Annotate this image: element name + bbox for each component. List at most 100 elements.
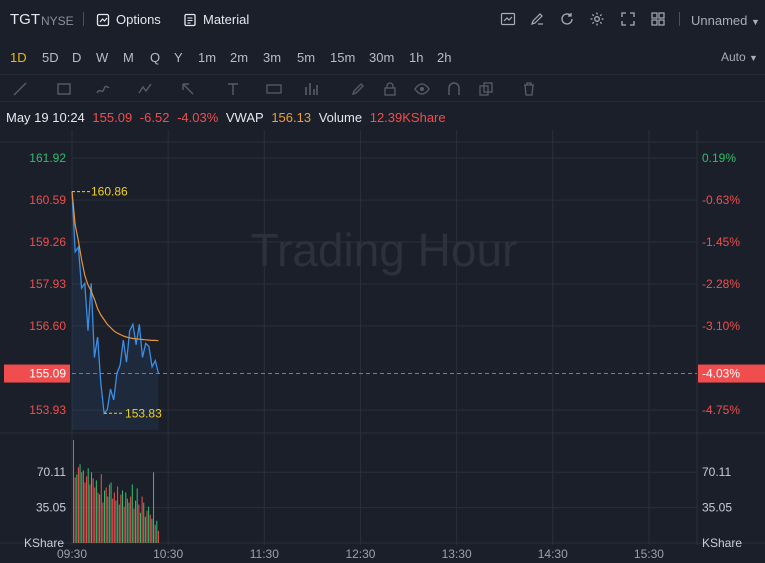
volume-bar xyxy=(100,474,102,543)
arrow-icon[interactable] xyxy=(180,81,196,97)
timeframe-2m[interactable]: 2m xyxy=(230,50,249,65)
volume-bar xyxy=(115,500,117,543)
volume-bar xyxy=(104,490,106,543)
price-tick-label: 160.59 xyxy=(29,193,66,207)
percent-tick-label: -3.10% xyxy=(702,319,740,333)
chart-type-icon[interactable] xyxy=(500,11,516,32)
time-tick-label: 10:30 xyxy=(153,547,183,561)
indicator-icon[interactable] xyxy=(303,81,319,97)
volume-bar xyxy=(143,502,145,543)
top-bar: TGT NYSE Options Material Unnamed ▼ xyxy=(0,0,765,40)
volume-bar xyxy=(105,487,107,543)
measure-icon[interactable] xyxy=(266,81,282,97)
volume-bar xyxy=(87,468,89,543)
timeframe-w[interactable]: W xyxy=(96,50,109,65)
eye-icon[interactable] xyxy=(414,81,430,97)
timeframe-bar: 1D 5D D W M Q Y 1m 2m 3m 5m 15m 30m 1h 2h xyxy=(0,44,765,70)
timeframe-30m[interactable]: 30m xyxy=(369,50,395,65)
volume-bar xyxy=(120,494,122,543)
timeframe-y[interactable]: Y xyxy=(174,50,183,65)
volume-label: Volume xyxy=(318,110,363,125)
options-button[interactable]: Options xyxy=(96,12,161,27)
fullscreen-icon[interactable] xyxy=(620,11,636,32)
refresh-icon[interactable] xyxy=(559,11,575,32)
percent-tick-label: -1.45% xyxy=(702,235,740,249)
timeframe-3m[interactable]: 3m xyxy=(263,50,282,65)
timeframe-1h[interactable]: 1h xyxy=(409,50,424,65)
layout-name-dropdown[interactable]: Unnamed ▼ xyxy=(691,13,760,28)
time-tick-label: 09:30 xyxy=(57,547,87,561)
volume-bar xyxy=(128,502,130,543)
timeframe-2h[interactable]: 2h xyxy=(437,50,452,65)
vwap-series-line xyxy=(71,191,159,342)
timeframe-d[interactable]: D xyxy=(72,50,82,65)
volume-bar xyxy=(125,492,127,543)
volume-bar xyxy=(141,496,143,543)
last-change-label: -4.03% xyxy=(702,367,740,381)
options-label: Options xyxy=(116,12,161,27)
volume-bar xyxy=(123,506,125,543)
last-price-badge xyxy=(4,364,70,383)
text-tool-icon[interactable] xyxy=(225,81,241,97)
copy-icon[interactable] xyxy=(478,81,494,97)
ticker-symbol[interactable]: TGT xyxy=(10,11,40,28)
trendline-icon[interactable] xyxy=(12,81,28,97)
volume-bar xyxy=(113,492,115,543)
volume-bar xyxy=(73,440,75,543)
volume-bar xyxy=(95,480,97,543)
layout-grid-icon[interactable] xyxy=(650,11,666,32)
volume-bar xyxy=(90,472,92,543)
volume-bar xyxy=(157,530,159,543)
timeframe-q[interactable]: Q xyxy=(150,50,161,65)
brush-icon[interactable] xyxy=(95,81,111,97)
percent-tick-label: 0.19% xyxy=(702,151,736,165)
rectangle-icon[interactable] xyxy=(56,81,72,97)
trash-icon[interactable] xyxy=(521,81,537,97)
low-marker-label: 153.83 xyxy=(125,406,162,420)
timeframe-1d[interactable]: 1D xyxy=(10,50,27,65)
info-change-pct: -4.03% xyxy=(177,110,219,125)
scale-mode-dropdown[interactable]: Auto ▼ xyxy=(721,50,758,64)
volume-bar xyxy=(151,518,153,543)
material-button[interactable]: Material xyxy=(183,12,249,27)
drawing-toolbar xyxy=(0,74,765,102)
volume-unit-label: KShare xyxy=(24,536,64,550)
info-datetime: May 19 10:24 xyxy=(6,110,85,125)
volume-bar xyxy=(99,494,101,543)
volume-bar xyxy=(92,478,94,543)
gear-icon[interactable] xyxy=(589,11,605,32)
volume-bar xyxy=(131,484,133,543)
volume-bar xyxy=(146,510,148,543)
chevron-down-icon: ▼ xyxy=(751,17,760,27)
time-tick-label: 15:30 xyxy=(634,547,664,561)
volume-tick-label: 35.05 xyxy=(36,501,66,515)
price-area xyxy=(72,191,159,430)
timeframe-15m[interactable]: 15m xyxy=(330,50,356,65)
volume-tick-label: 70.11 xyxy=(702,465,731,479)
timeframe-5d[interactable]: 5D xyxy=(42,50,59,65)
volume-bar xyxy=(135,500,137,543)
price-series-line xyxy=(71,191,160,415)
volume-bar xyxy=(118,504,120,543)
price-tick-label: 161.92 xyxy=(29,151,66,165)
time-tick-label: 13:30 xyxy=(442,547,472,561)
pencil-icon[interactable] xyxy=(350,81,366,97)
volume-bar xyxy=(94,487,96,543)
pattern-icon[interactable] xyxy=(137,81,153,97)
exchange-label: NYSE xyxy=(41,14,74,28)
timeframe-1m[interactable]: 1m xyxy=(198,50,217,65)
volume-bar xyxy=(81,472,83,543)
volume-bar xyxy=(76,474,78,543)
edit-icon[interactable] xyxy=(529,11,545,32)
volume-bar xyxy=(139,512,141,543)
percent-tick-label: -0.63% xyxy=(702,193,740,207)
volume-bar xyxy=(144,516,146,543)
volume-bar xyxy=(89,484,91,543)
timeframe-5m[interactable]: 5m xyxy=(297,50,316,65)
magnet-icon[interactable] xyxy=(446,81,462,97)
timeframe-m[interactable]: M xyxy=(123,50,134,65)
lock-icon[interactable] xyxy=(382,81,398,97)
volume-bar xyxy=(110,482,112,543)
price-tick-label: 157.93 xyxy=(29,277,66,291)
